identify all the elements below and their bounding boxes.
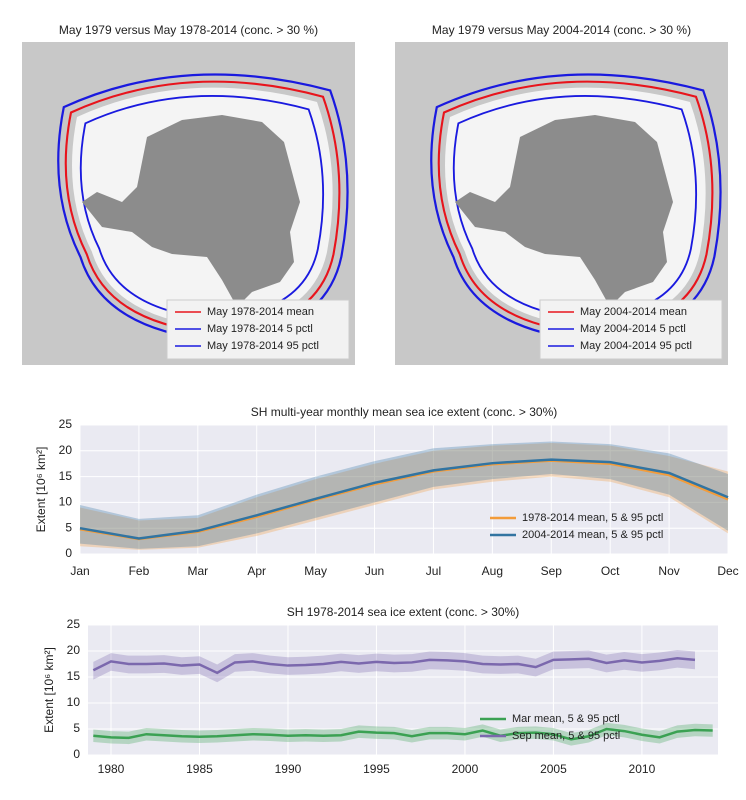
chart-title: May 1979 versus May 2004-2014 (conc. > 3… — [432, 23, 691, 37]
legend-label: 1978-2014 mean, 5 & 95 pctl — [522, 512, 663, 524]
y-tick-label: 0 — [65, 546, 72, 560]
y-axis-label: Extent [10⁶ km²] — [42, 647, 56, 733]
y-tick-label: 5 — [73, 721, 80, 735]
x-tick-label: Mar — [187, 564, 208, 578]
legend-label: May 2004-2014 mean — [580, 306, 687, 318]
chart-title: May 1979 versus May 1978-2014 (conc. > 3… — [59, 23, 318, 37]
x-tick-label: Oct — [601, 564, 620, 578]
x-tick-label: 1985 — [186, 762, 213, 776]
y-tick-label: 15 — [67, 669, 81, 683]
y-tick-label: 10 — [59, 495, 73, 509]
x-tick-label: Feb — [129, 564, 150, 578]
legend-label: May 2004-2014 5 pctl — [580, 323, 686, 335]
x-tick-label: Sep — [541, 564, 563, 578]
land — [455, 115, 673, 307]
legend: Mar mean, 5 & 95 pctl Sep mean, 5 & 95 pc… — [480, 713, 620, 742]
chart-title: SH 1978-2014 sea ice extent (conc. > 30%… — [287, 605, 519, 619]
x-tick-label: 2005 — [540, 762, 567, 776]
y-tick-label: 15 — [59, 469, 73, 483]
legend-label: May 1978-2014 mean — [207, 306, 314, 318]
band — [93, 649, 695, 683]
map — [430, 73, 722, 342]
x-tick-label: Aug — [482, 564, 503, 578]
y-tick-label: 20 — [59, 443, 73, 457]
y-tick-label: 10 — [67, 695, 81, 709]
contour — [437, 80, 714, 335]
legend-label: May 1978-2014 5 pctl — [207, 323, 313, 335]
legend: May 1978-2014 mean May 1978-2014 5 pctl Ma… — [166, 299, 350, 360]
y-tick-label: 20 — [67, 643, 81, 657]
contour — [79, 95, 324, 320]
band — [80, 441, 728, 549]
map — [57, 73, 349, 342]
y-tick-label: 25 — [59, 417, 73, 431]
x-tick-label: 1995 — [363, 762, 390, 776]
x-tick-label: Jun — [365, 564, 384, 578]
x-tick-label: 2010 — [629, 762, 656, 776]
legend: May 2004-2014 mean May 2004-2014 5 pctl Ma… — [539, 299, 723, 360]
legend-label: May 1978-2014 95 pctl — [207, 340, 319, 352]
chart-title: SH multi-year monthly mean sea ice exten… — [251, 405, 557, 419]
x-tick-label: Jan — [70, 564, 89, 578]
land — [82, 115, 300, 307]
y-axis-label: Extent [10⁶ km²] — [34, 447, 48, 533]
x-tick-label: 1990 — [275, 762, 302, 776]
legend-label: 2004-2014 mean, 5 & 95 pctl — [522, 529, 663, 541]
line — [92, 657, 696, 675]
y-tick-label: 0 — [73, 747, 80, 761]
x-tick-label: Dec — [717, 564, 738, 578]
x-tick-label: Apr — [247, 564, 266, 578]
contour — [64, 80, 341, 335]
legend-label: Mar mean, 5 & 95 pctl — [512, 713, 620, 725]
legend-label: May 2004-2014 95 pctl — [580, 340, 692, 352]
line — [93, 727, 713, 741]
legend-label: Sep mean, 5 & 95 pctl — [512, 730, 620, 742]
legend: 1978-2014 mean, 5 & 95 pctl 2004-2014 mea… — [490, 512, 663, 541]
x-tick-label: Jul — [426, 564, 441, 578]
plot-area — [88, 625, 718, 755]
line — [79, 458, 729, 540]
x-tick-label: Nov — [658, 564, 679, 578]
band — [80, 443, 728, 550]
x-tick-label: May — [304, 564, 327, 578]
x-tick-label: 2000 — [452, 762, 479, 776]
contour — [452, 95, 697, 320]
y-tick-label: 25 — [67, 617, 81, 631]
y-tick-label: 5 — [65, 520, 72, 534]
x-tick-label: 1980 — [98, 762, 125, 776]
